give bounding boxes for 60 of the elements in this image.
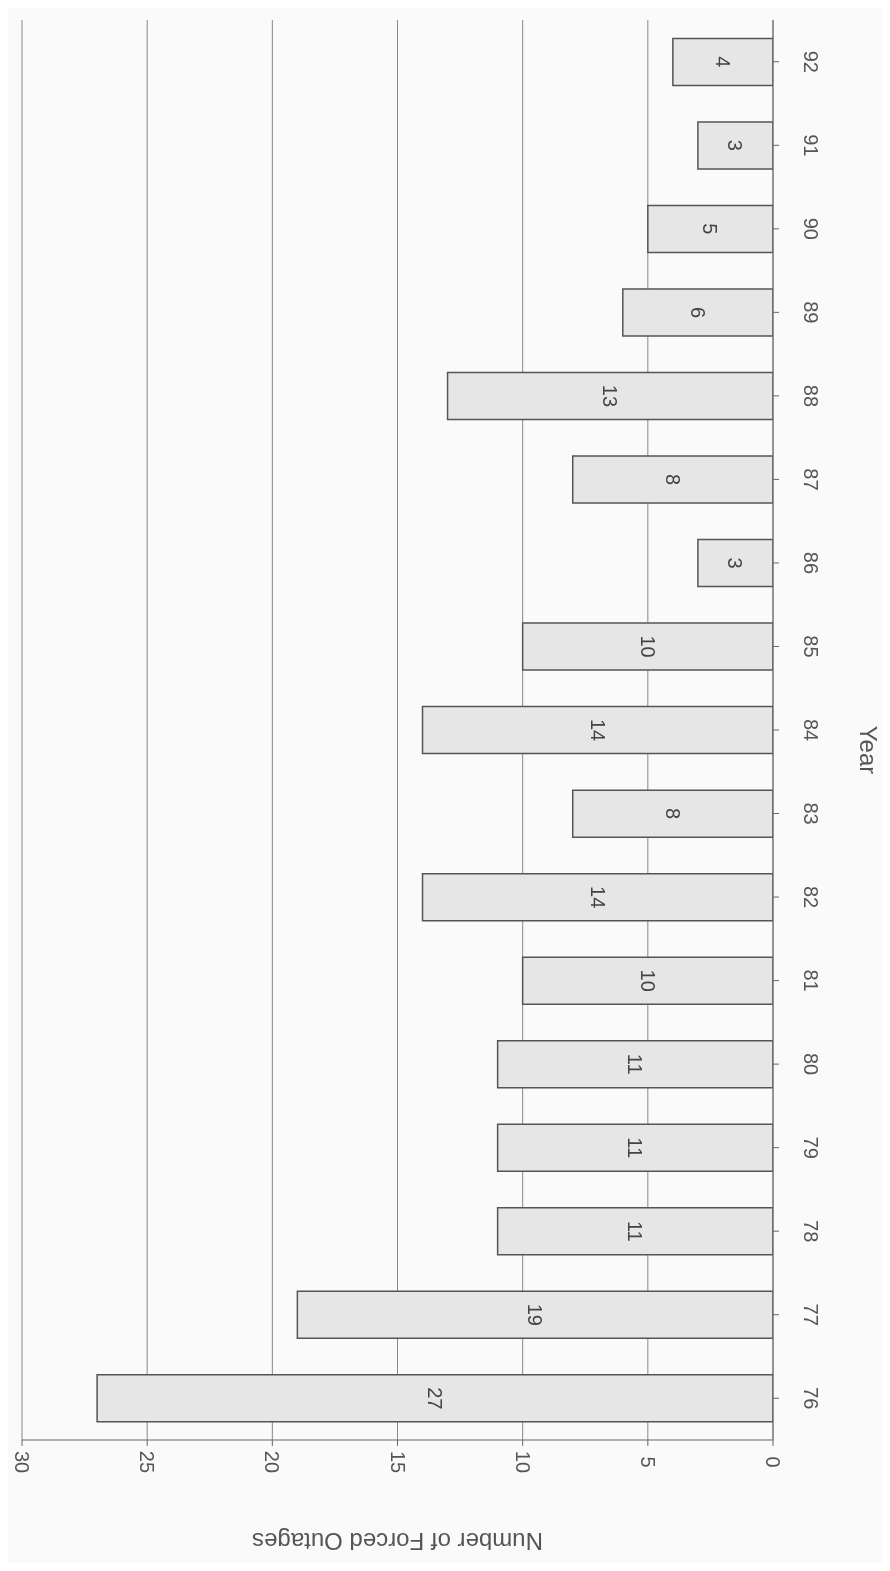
y-axis-title: Year [854,725,882,775]
data-label: 3 [724,139,747,151]
data-label: 5 [699,223,722,235]
bar [496,1039,773,1089]
x-tick-label: 20 [261,1450,284,1474]
y-tick-label: 78 [800,1220,822,1243]
data-label: 27 [424,1387,447,1410]
data-label: 11 [624,1053,647,1075]
bar [446,371,773,421]
bar [571,789,773,838]
y-tick-label: 81 [800,969,822,992]
y-tick-label: 77 [800,1303,822,1326]
bar [496,1123,773,1173]
y-tick-label: 89 [800,301,822,324]
x-axis-title: Number of Forced Outages [252,1527,543,1555]
bar [496,1207,773,1256]
data-label: 14 [586,718,609,742]
data-label: 8 [661,808,684,820]
data-label: 11 [624,1220,647,1242]
bar [672,37,773,87]
bar [697,538,773,588]
bar [96,1374,773,1423]
y-tick-label: 84 [800,718,822,742]
bar [521,622,773,671]
bar [521,956,773,1005]
x-tick-label: 25 [136,1450,159,1474]
y-tick-label: 91 [800,134,822,157]
bar [421,872,773,922]
x-tick-label: 5 [636,1456,659,1468]
y-tick-label: 87 [800,468,822,491]
bar [647,204,773,254]
y-tick-label: 80 [800,1052,822,1076]
x-tick-label: 30 [11,1450,33,1474]
bar [697,121,773,170]
data-label: 8 [661,473,684,486]
y-tick-label: 82 [800,885,822,909]
data-label: 3 [724,557,747,569]
data-label: 13 [599,384,622,408]
data-label: 6 [686,306,709,319]
y-tick-label: 90 [800,217,822,240]
data-label: 10 [636,635,659,658]
y-tick-label: 86 [800,551,822,575]
x-tick-label: 10 [511,1450,534,1474]
y-tick-label: 76 [800,1387,822,1410]
bar [622,288,773,337]
y-tick-label: 79 [800,1136,822,1159]
x-tick-label: 15 [386,1450,409,1474]
data-label: 19 [524,1303,547,1326]
bar [571,455,773,504]
y-tick-label: 92 [800,50,822,73]
bar [296,1290,773,1340]
data-label: 10 [636,969,659,992]
y-tick-label: 83 [800,802,822,825]
x-tick-label: 0 [762,1456,784,1468]
bar [421,705,773,755]
data-label: 14 [586,886,609,909]
y-tick-label: 85 [800,635,822,658]
data-label: 4 [711,56,734,68]
y-tick-label: 88 [800,384,822,408]
data-label: 11 [624,1137,647,1159]
